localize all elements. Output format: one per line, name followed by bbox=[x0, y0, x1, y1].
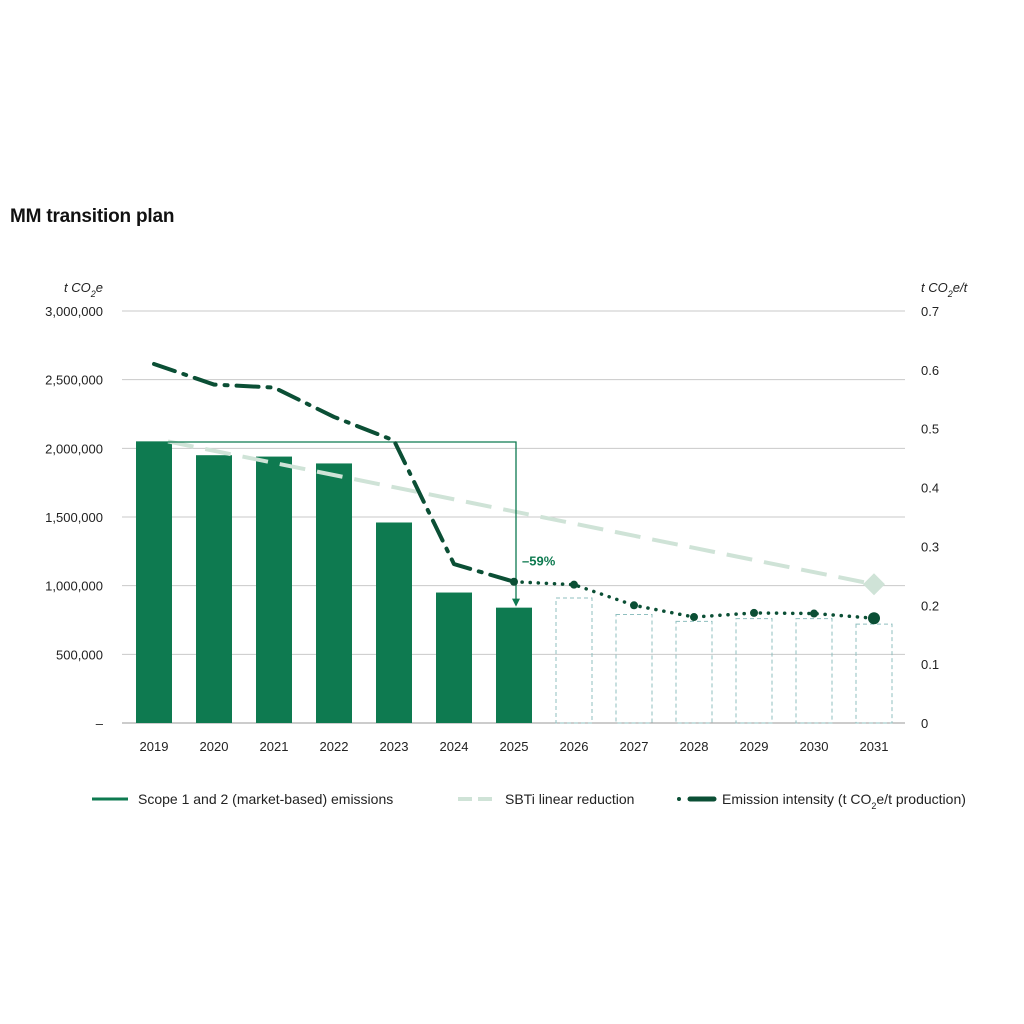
projected-bar bbox=[555, 597, 593, 724]
intensity-point bbox=[570, 580, 578, 589]
annotation-bracket bbox=[136, 441, 517, 600]
right-tick-label: 0.2 bbox=[921, 598, 939, 613]
x-tick-label: 2029 bbox=[740, 739, 769, 754]
bar bbox=[376, 522, 412, 723]
x-tick-label: 2019 bbox=[140, 739, 169, 754]
left-tick-label: 2,000,000 bbox=[45, 441, 103, 456]
intensity-point bbox=[868, 612, 880, 625]
intensity-layer bbox=[152, 361, 880, 625]
x-tick-label: 2031 bbox=[860, 739, 889, 754]
left-axis-unit: t CO2e bbox=[64, 280, 103, 299]
intensity-point bbox=[630, 601, 638, 610]
sbti-layer bbox=[167, 439, 885, 596]
intensity-point bbox=[510, 577, 518, 586]
intensity-point bbox=[750, 608, 758, 617]
projected-bar bbox=[615, 614, 653, 724]
bar bbox=[256, 456, 292, 723]
right-tick-label: 0.4 bbox=[921, 481, 939, 496]
x-tick-label: 2023 bbox=[380, 739, 409, 754]
intensity-point bbox=[690, 613, 698, 622]
x-tick-label: 2025 bbox=[500, 739, 529, 754]
right-tick-label: 0.7 bbox=[921, 304, 939, 319]
legend-label-bars: Scope 1 and 2 (market-based) emissions bbox=[138, 791, 393, 807]
intensity-line-historical bbox=[152, 361, 516, 584]
right-tick-label: 0.5 bbox=[921, 422, 939, 437]
x-tick-label: 2024 bbox=[440, 739, 469, 754]
left-tick-label: 1,500,000 bbox=[45, 510, 103, 525]
bars-layer bbox=[136, 441, 893, 724]
annotation-label: –59% bbox=[522, 553, 556, 568]
projected-bar bbox=[735, 618, 773, 724]
right-tick-label: 0.6 bbox=[921, 363, 939, 378]
projected-bar bbox=[795, 618, 833, 724]
right-tick-label: 0.3 bbox=[921, 539, 939, 554]
intensity-line-projected bbox=[512, 579, 876, 620]
x-tick-label: 2021 bbox=[260, 739, 289, 754]
annotation-layer: –59% bbox=[136, 441, 556, 607]
x-tick-label: 2027 bbox=[620, 739, 649, 754]
left-tick-label: 3,000,000 bbox=[45, 304, 103, 319]
right-tick-label: 0 bbox=[921, 716, 928, 731]
x-tick-label: 2020 bbox=[200, 739, 229, 754]
projected-bar bbox=[855, 623, 893, 724]
intensity-point bbox=[810, 609, 818, 618]
bar bbox=[136, 441, 172, 723]
right-axis-unit: t CO2e/t bbox=[921, 280, 969, 299]
x-tick-label: 2026 bbox=[560, 739, 589, 754]
left-tick-label: 1,000,000 bbox=[45, 579, 103, 594]
legend-label-intensity: Emission intensity (t CO2e/t production) bbox=[722, 791, 966, 811]
chart-title: MM transition plan bbox=[10, 206, 175, 227]
sbti-target-marker bbox=[863, 573, 885, 596]
x-tick-label: 2030 bbox=[800, 739, 829, 754]
annotation-arrowhead bbox=[512, 598, 520, 607]
legend-layer: Scope 1 and 2 (market-based) emissions SB… bbox=[92, 791, 966, 811]
left-tick-label: – bbox=[96, 716, 104, 731]
bar bbox=[196, 455, 232, 723]
bar bbox=[496, 607, 532, 723]
right-tick-label: 0.1 bbox=[921, 657, 939, 672]
bar bbox=[436, 592, 472, 723]
x-tick-label: 2028 bbox=[680, 739, 709, 754]
axis-layer: – 500,000 1,000,000 1,500,000 2,000,000 2,500… bbox=[45, 280, 968, 754]
x-tick-label: 2022 bbox=[320, 739, 349, 754]
left-tick-label: 2,500,000 bbox=[45, 373, 103, 388]
left-tick-label: 500,000 bbox=[56, 647, 103, 662]
bar bbox=[316, 463, 352, 723]
projected-bar bbox=[675, 620, 713, 724]
legend-label-sbti: SBTi linear reduction bbox=[505, 791, 634, 807]
sbti-line bbox=[167, 439, 875, 587]
legend-swatch-intensity-dot bbox=[677, 797, 681, 801]
